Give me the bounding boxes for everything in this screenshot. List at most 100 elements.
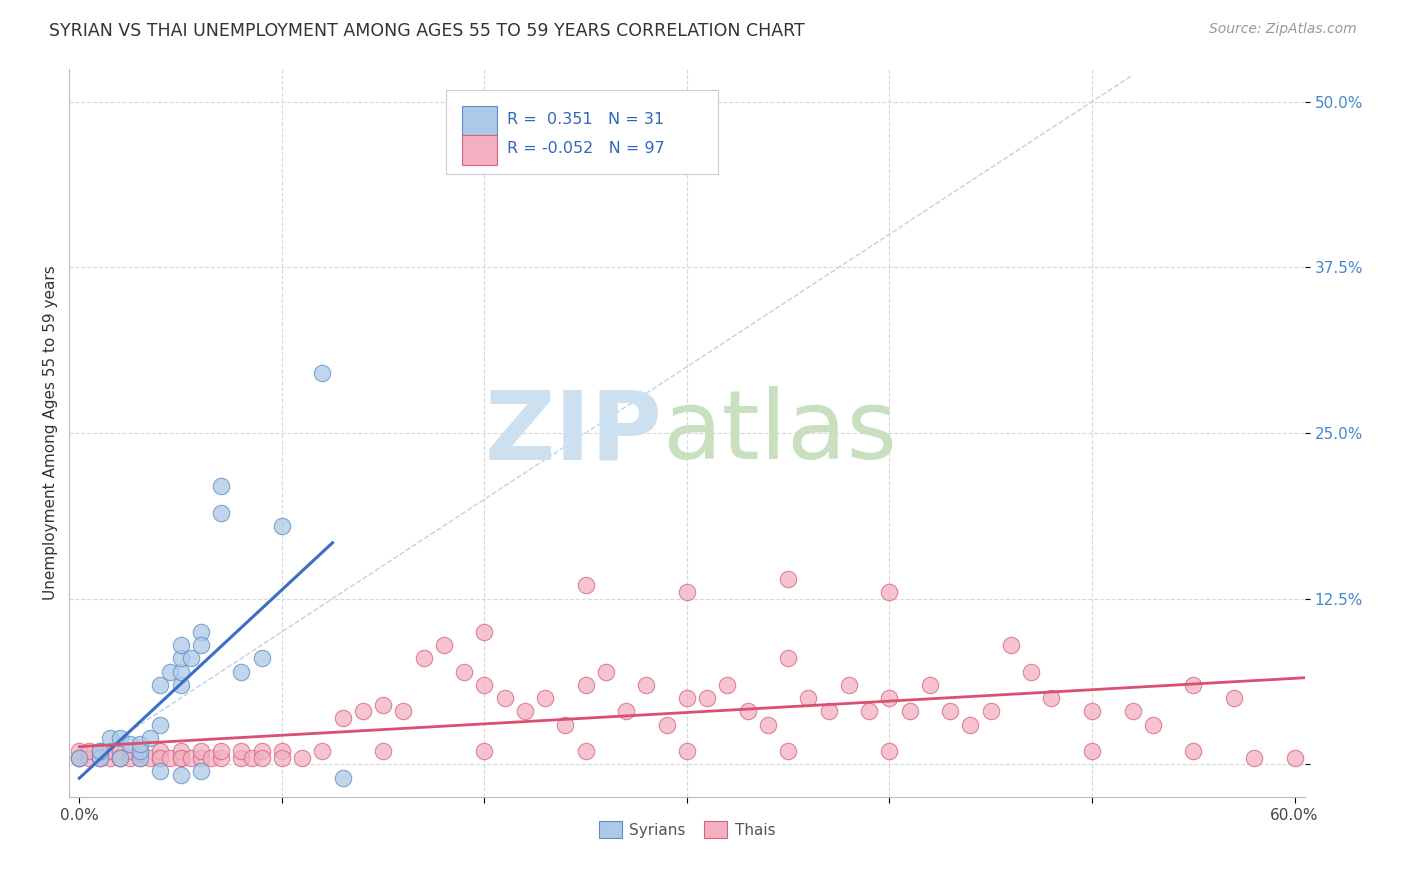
Point — [67, 750, 90, 764]
Point — [879, 691, 901, 706]
Point — [270, 518, 292, 533]
Point — [291, 750, 314, 764]
Point — [250, 750, 273, 764]
Point — [180, 750, 202, 764]
Point — [716, 678, 738, 692]
Point — [159, 750, 181, 764]
FancyBboxPatch shape — [446, 90, 718, 174]
Point — [67, 744, 90, 758]
Point — [89, 744, 111, 758]
Point — [190, 764, 212, 778]
Point — [412, 651, 434, 665]
Point — [209, 750, 232, 764]
Point — [1182, 678, 1205, 692]
Point — [169, 638, 191, 652]
Point — [129, 750, 152, 764]
Point — [1081, 704, 1104, 718]
Point — [118, 738, 141, 752]
Point — [149, 764, 172, 778]
Text: R =  0.351   N = 31: R = 0.351 N = 31 — [506, 112, 664, 127]
Point — [614, 704, 637, 718]
Point — [817, 704, 839, 718]
Point — [676, 691, 699, 706]
Point — [1019, 665, 1042, 679]
Point — [149, 750, 172, 764]
Point — [129, 738, 152, 752]
Point — [79, 750, 101, 764]
Point — [129, 744, 152, 758]
Point — [240, 750, 263, 764]
Point — [575, 744, 598, 758]
Point — [209, 744, 232, 758]
Point — [575, 578, 598, 592]
Point — [332, 711, 354, 725]
Point — [118, 744, 141, 758]
Point — [159, 665, 181, 679]
Point — [67, 750, 90, 764]
Point — [778, 744, 800, 758]
Point — [392, 704, 415, 718]
Point — [858, 704, 880, 718]
Point — [98, 731, 121, 745]
Point — [108, 750, 131, 764]
Point — [696, 691, 718, 706]
Y-axis label: Unemployment Among Ages 55 to 59 years: Unemployment Among Ages 55 to 59 years — [44, 266, 58, 600]
Point — [200, 750, 222, 764]
Point — [231, 665, 253, 679]
Point — [898, 704, 921, 718]
Point — [1223, 691, 1246, 706]
Point — [98, 744, 121, 758]
Point — [311, 367, 333, 381]
Point — [778, 651, 800, 665]
Point — [453, 665, 475, 679]
Point — [433, 638, 456, 652]
Point — [169, 744, 191, 758]
Point — [474, 678, 496, 692]
Point — [554, 717, 576, 731]
Point — [1040, 691, 1063, 706]
Point — [879, 744, 901, 758]
Text: Source: ZipAtlas.com: Source: ZipAtlas.com — [1209, 22, 1357, 37]
Point — [311, 744, 333, 758]
Point — [89, 744, 111, 758]
Point — [149, 744, 172, 758]
Point — [1243, 750, 1265, 764]
FancyBboxPatch shape — [463, 105, 496, 136]
Point — [595, 665, 617, 679]
Point — [838, 678, 860, 692]
Point — [534, 691, 557, 706]
Point — [108, 744, 131, 758]
Point — [980, 704, 1002, 718]
Point — [332, 771, 354, 785]
Point — [250, 651, 273, 665]
Point — [1284, 750, 1306, 764]
Point — [180, 651, 202, 665]
FancyBboxPatch shape — [463, 135, 496, 166]
Point — [79, 744, 101, 758]
Point — [474, 744, 496, 758]
Point — [1000, 638, 1022, 652]
Point — [655, 717, 678, 731]
Point — [231, 744, 253, 758]
Point — [129, 744, 152, 758]
Point — [108, 750, 131, 764]
Point — [676, 744, 699, 758]
Point — [231, 750, 253, 764]
Legend: Syrians, Thais: Syrians, Thais — [592, 814, 782, 845]
Point — [67, 750, 90, 764]
Point — [1182, 744, 1205, 758]
Point — [918, 678, 941, 692]
Point — [149, 717, 172, 731]
Point — [1142, 717, 1164, 731]
Point — [209, 506, 232, 520]
Point — [139, 750, 162, 764]
Point — [149, 678, 172, 692]
Point — [169, 750, 191, 764]
Point — [373, 744, 395, 758]
Text: R = -0.052   N = 97: R = -0.052 N = 97 — [506, 141, 664, 156]
Point — [98, 750, 121, 764]
Point — [149, 750, 172, 764]
Point — [108, 731, 131, 745]
Point — [575, 678, 598, 692]
Point — [250, 744, 273, 758]
